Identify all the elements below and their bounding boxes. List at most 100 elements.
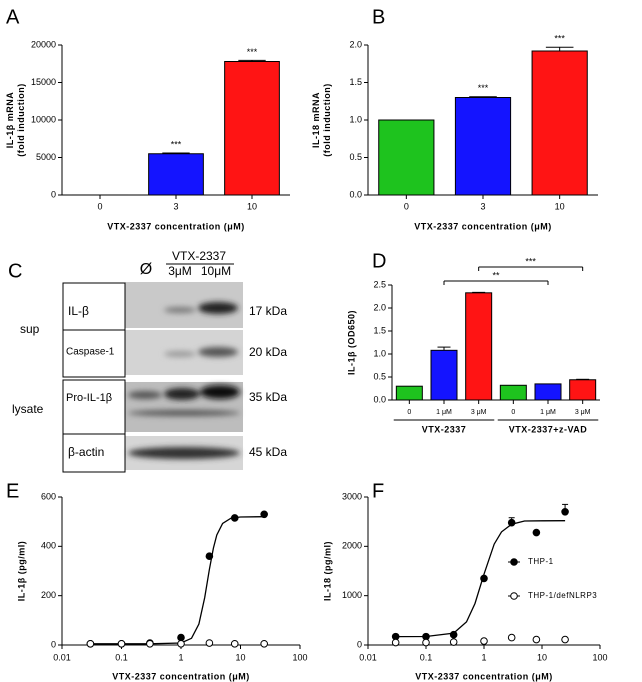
kda-label: 45 kDa — [249, 445, 287, 459]
panel-label: D — [372, 250, 386, 272]
kda-label: 20 kDa — [249, 345, 287, 359]
y-tick-label: 0 — [51, 639, 56, 649]
band — [164, 351, 196, 357]
band — [164, 307, 196, 313]
fit-curve — [395, 520, 566, 638]
x-axis-title: VTX-2337 concentration (μM) — [414, 221, 552, 231]
x-tick-label: 10 — [555, 201, 565, 211]
x-tick-label: 0.01 — [53, 652, 71, 662]
data-point — [230, 639, 239, 648]
x-tick-label: 1 μM — [436, 409, 452, 416]
bar — [454, 97, 512, 196]
y-tick-label: 2.0 — [373, 302, 386, 312]
x-tick-label: 3 μM — [471, 409, 487, 416]
x-tick-label: 10 — [247, 201, 257, 211]
x-tick-label: 0 — [407, 409, 411, 416]
x-tick-label: 1 — [178, 652, 183, 662]
band — [128, 447, 240, 459]
data-point — [507, 633, 516, 642]
y-tick-label: 15000 — [31, 77, 56, 87]
data-point — [480, 574, 488, 583]
x-tick-label: 0 — [511, 409, 515, 416]
bar — [534, 383, 562, 401]
x-tick-label: 100 — [292, 652, 307, 662]
y-tick-label: 1000 — [342, 590, 362, 600]
y-tick-label: 0 — [357, 639, 362, 649]
x-axis-title: VTX-2337 concentration (μM) — [112, 671, 250, 681]
data-point — [507, 518, 516, 527]
y-tick-label: 0.0 — [349, 189, 362, 199]
x-tick-label: 0 — [404, 201, 409, 211]
data-point — [177, 639, 185, 648]
legend-label: THP-1 — [528, 557, 554, 566]
row-label: Caspase-1 — [66, 347, 115, 358]
y-axis-title: IL-1β (OD650) — [346, 310, 356, 375]
lane-label: Ø — [140, 261, 152, 278]
group-label: lysate — [12, 402, 44, 416]
panel-label: B — [372, 6, 385, 28]
y-tick-label: 1.0 — [373, 348, 386, 358]
data-point — [230, 514, 239, 522]
group-box — [62, 379, 126, 473]
significance: *** — [478, 83, 489, 93]
y-tick-label: 2.0 — [349, 39, 362, 49]
y-tick-label: 20000 — [31, 39, 56, 49]
data-point — [260, 510, 268, 519]
band — [164, 388, 200, 400]
bracket-label: ** — [492, 270, 500, 280]
y-tick-label: 10000 — [31, 114, 56, 124]
y-tick-label: 0.5 — [349, 152, 362, 162]
x-axis-title: VTX-2337 concentration (μM) — [415, 671, 553, 681]
blot-header: VTX-2337 — [172, 249, 226, 263]
data-point — [177, 633, 185, 642]
x-tick-label: 3 — [480, 201, 485, 211]
data-point — [480, 637, 488, 645]
data-point — [260, 639, 268, 648]
x-tick-label: 0.1 — [115, 652, 128, 662]
band — [128, 410, 240, 416]
data-point — [532, 528, 541, 537]
data-point — [205, 552, 214, 561]
y-tick-label: 0.5 — [373, 371, 386, 381]
significance: *** — [171, 139, 182, 149]
y-tick-label: 5000 — [36, 152, 56, 162]
x-tick-label: 10 — [537, 652, 547, 662]
significance: *** — [554, 34, 565, 44]
x-tick-label: 1 — [481, 652, 486, 662]
band — [128, 391, 162, 399]
bracket-label: *** — [525, 256, 536, 266]
row-label: Pro-IL-1β — [66, 392, 112, 404]
data-point — [205, 639, 214, 647]
x-axis-title: VTX-2337 concentration (μM) — [107, 221, 245, 231]
x-tick-label: 0.1 — [420, 652, 433, 662]
bar — [430, 349, 458, 401]
data-point — [86, 639, 95, 648]
kda-label: 17 kDa — [249, 304, 287, 318]
x-tick-label: 100 — [592, 652, 607, 662]
fit-curve — [90, 516, 265, 645]
data-point — [117, 639, 126, 648]
y-axis-title: (fold induction) — [16, 83, 26, 156]
data-point — [561, 635, 569, 644]
data-point — [422, 638, 430, 647]
legend-marker — [510, 592, 518, 600]
row-label: β-actin — [68, 445, 104, 459]
y-axis-title: IL-1β mRNA — [5, 92, 15, 149]
x-tick-label: 1 μM — [540, 409, 556, 416]
group-label: VTX-2337 — [422, 424, 467, 434]
group-label: VTX-2337+z-VAD — [509, 424, 588, 434]
panel-label: A — [6, 6, 20, 28]
bar — [531, 50, 588, 196]
y-tick-label: 3000 — [342, 491, 362, 501]
band — [200, 385, 240, 399]
y-tick-label: 2.5 — [373, 279, 386, 289]
y-tick-label: 200 — [41, 590, 56, 600]
bands — [128, 302, 240, 459]
blot-panel: C VTX-2337 Ø 3μM 10μM sup lysate IL-β Ca… — [8, 249, 287, 473]
x-tick-label: 10 — [235, 652, 245, 662]
data-point — [561, 508, 569, 516]
band — [198, 302, 238, 314]
data-point — [449, 630, 458, 639]
y-axis-title: IL-18 (pg/ml) — [322, 541, 332, 601]
